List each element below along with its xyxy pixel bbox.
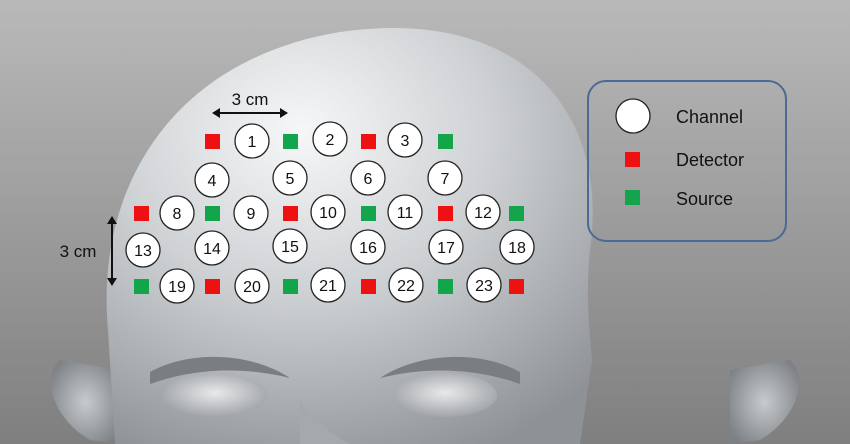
channel-label: 7 [441, 171, 450, 188]
channel-label: 12 [474, 205, 492, 222]
left-eye [163, 373, 267, 417]
channel-label: 5 [286, 171, 295, 188]
channel-14: 14 [194, 230, 230, 266]
channel-17: 17 [428, 229, 464, 265]
optodes-row-3 [134, 206, 524, 221]
optode-row3-5 [438, 206, 453, 221]
channel-label: 6 [364, 171, 373, 188]
channel-label: 17 [437, 240, 455, 257]
optode-row1-3 [361, 134, 376, 149]
channel-label: 2 [326, 132, 335, 149]
legend-source-label: Source [676, 189, 733, 209]
left-brow [150, 356, 290, 384]
channel-label: 3 [401, 133, 410, 150]
horizontal-scale: 3 cm [212, 90, 288, 118]
channel-20: 20 [234, 268, 270, 304]
vertical-scale-label: 3 cm [60, 242, 97, 261]
channel-22: 22 [388, 267, 424, 303]
optode-row1-1 [205, 134, 220, 149]
channel-23: 23 [466, 267, 502, 303]
optode-row1-2 [283, 134, 298, 149]
optode-row5-3 [283, 279, 298, 294]
horizontal-scale-label: 3 cm [232, 90, 269, 109]
optodes-row-1 [205, 134, 453, 149]
channel-label: 18 [508, 240, 526, 257]
channel-label: 20 [243, 279, 261, 296]
channel-7: 7 [427, 160, 463, 196]
channel-label: 14 [203, 241, 221, 258]
channel-21: 21 [310, 267, 346, 303]
channel-4: 4 [194, 162, 230, 198]
channel-1: 1 [234, 123, 270, 159]
head-shape [106, 28, 593, 444]
optode-row5-5 [438, 279, 453, 294]
channel-5: 5 [272, 160, 308, 196]
arrow-up-icon [107, 216, 117, 224]
channel-19: 19 [159, 268, 195, 304]
channel-label: 21 [319, 278, 337, 295]
channel-label: 4 [208, 173, 217, 190]
channel-15: 15 [272, 228, 308, 264]
legend-box [587, 80, 787, 242]
right-ear [730, 360, 799, 444]
optode-row3-1 [134, 206, 149, 221]
channel-13: 13 [125, 232, 161, 268]
arrow-left-icon [212, 108, 220, 118]
channel-label: 8 [173, 206, 182, 223]
left-ear [51, 360, 120, 444]
channel-9: 9 [233, 195, 269, 231]
legend-source-icon [625, 190, 640, 205]
optode-row3-4 [361, 206, 376, 221]
channel-label: 9 [247, 206, 256, 223]
channel-label: 13 [134, 243, 152, 260]
channel-label: 19 [168, 279, 186, 296]
optode-row3-6 [509, 206, 524, 221]
channel-label: 16 [359, 240, 377, 257]
channel-2: 2 [312, 121, 348, 157]
legend-detector-icon [625, 152, 640, 167]
channel-label: 10 [319, 205, 337, 222]
channel-18: 18 [499, 229, 535, 265]
channel-3: 3 [387, 122, 423, 158]
channel-label: 11 [397, 205, 414, 222]
channel-12: 12 [465, 194, 501, 230]
channels: 1 2 3 4 5 6 7 8 9 10 11 12 13 14 15 16 1… [125, 121, 535, 304]
optode-row3-3 [283, 206, 298, 221]
optode-row5-2 [205, 279, 220, 294]
channel-label: 22 [397, 278, 415, 295]
channel-label: 15 [281, 239, 299, 256]
channel-11: 11 [387, 194, 423, 230]
channel-6: 6 [350, 160, 386, 196]
optode-row5-4 [361, 279, 376, 294]
optode-row3-2 [205, 206, 220, 221]
optode-row1-4 [438, 134, 453, 149]
legend: Channel Detector Source [587, 80, 787, 242]
arrow-down-icon [107, 278, 117, 286]
right-brow [380, 356, 520, 384]
arrow-right-icon [280, 108, 288, 118]
legend-channel-icon [615, 98, 651, 134]
legend-channel-label: Channel [676, 107, 743, 127]
optodes-row-5 [134, 279, 524, 294]
nose-shadow [300, 400, 350, 444]
channel-10: 10 [310, 194, 346, 230]
legend-detector-label: Detector [676, 150, 744, 170]
vertical-scale: 3 cm [60, 216, 117, 286]
channel-label: 1 [248, 134, 257, 151]
optode-row5-1 [134, 279, 149, 294]
channel-16: 16 [350, 229, 386, 265]
optode-row5-6 [509, 279, 524, 294]
channel-label: 23 [475, 278, 493, 295]
right-eye [393, 373, 497, 417]
channel-8: 8 [159, 195, 195, 231]
